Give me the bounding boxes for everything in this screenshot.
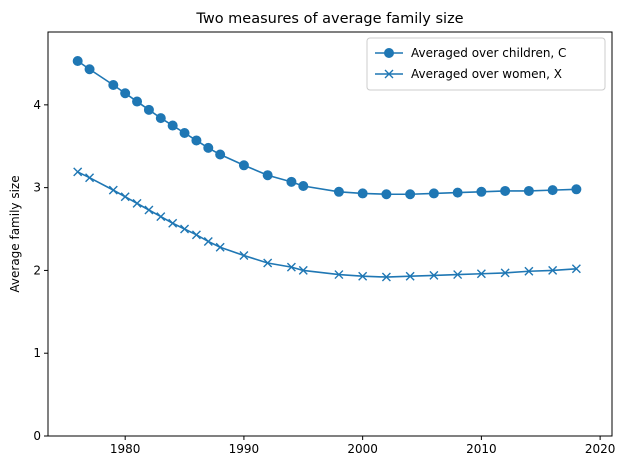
x-tick-label: 1980 xyxy=(110,442,141,456)
x-tick-label: 2010 xyxy=(466,442,497,456)
legend: Averaged over children, C Averaged over w… xyxy=(366,37,606,91)
data-point xyxy=(286,262,296,272)
data-point xyxy=(298,180,309,191)
legend-label: Averaged over women, X xyxy=(411,67,562,81)
data-point xyxy=(500,268,510,278)
y-tick-label: 4 xyxy=(33,98,41,112)
data-point xyxy=(215,149,226,160)
data-point xyxy=(571,264,581,274)
data-point xyxy=(120,192,130,202)
data-point xyxy=(239,251,249,261)
data-point xyxy=(238,160,249,171)
data-point xyxy=(405,271,415,281)
data-point xyxy=(132,198,142,208)
data-point xyxy=(180,224,190,234)
data-point xyxy=(167,120,178,131)
y-tick-label: 0 xyxy=(33,429,41,443)
data-point xyxy=(191,135,202,146)
data-point xyxy=(429,270,439,280)
series-layer xyxy=(72,55,582,282)
data-point xyxy=(143,104,154,115)
data-point xyxy=(144,205,154,215)
data-point xyxy=(500,185,511,196)
x-tick-label: 2020 xyxy=(585,442,616,456)
data-point xyxy=(476,269,486,279)
legend-marker xyxy=(384,48,394,58)
data-point xyxy=(381,272,391,282)
data-point xyxy=(73,167,83,177)
data-point xyxy=(476,186,487,197)
data-point xyxy=(132,96,143,107)
y-axis-label: Average family size xyxy=(8,175,22,292)
data-point xyxy=(571,184,582,195)
data-point xyxy=(203,236,213,246)
data-point xyxy=(156,212,166,222)
data-point xyxy=(381,189,392,200)
series-women xyxy=(73,167,581,282)
data-point xyxy=(357,188,368,199)
data-point xyxy=(452,187,463,198)
legend-box xyxy=(366,37,606,91)
data-point xyxy=(333,186,344,197)
data-point xyxy=(108,185,118,195)
legend-label: Averaged over children, C xyxy=(411,46,566,60)
data-point xyxy=(155,113,166,124)
data-point xyxy=(72,55,83,66)
data-point xyxy=(524,266,534,276)
data-point xyxy=(286,176,297,187)
data-point xyxy=(168,218,178,228)
legend-item: Averaged over children, C xyxy=(375,46,566,60)
chart-title: Two measures of average family size xyxy=(195,11,463,27)
data-point xyxy=(548,265,558,275)
data-point xyxy=(84,64,95,75)
data-point xyxy=(405,189,416,200)
data-point xyxy=(262,170,273,181)
plot-frame xyxy=(47,31,613,437)
x-tick-label: 2000 xyxy=(347,442,378,456)
y-tick-label: 1 xyxy=(33,346,41,360)
data-point xyxy=(179,128,190,138)
x-tick-label: 1990 xyxy=(229,442,260,456)
series-children xyxy=(72,55,582,200)
y-tick-label: 2 xyxy=(33,263,41,277)
axis-ticks: 1980 1990 2000 2010 2020 0 1 2 3 4 xyxy=(33,98,615,456)
data-point xyxy=(85,173,95,183)
data-point xyxy=(523,185,534,196)
legend-marker xyxy=(384,69,394,79)
legend-item: Averaged over women, X xyxy=(375,67,562,81)
data-point xyxy=(453,270,463,280)
data-point xyxy=(108,79,119,90)
data-point xyxy=(298,265,308,275)
data-point xyxy=(547,185,558,196)
y-tick-label: 3 xyxy=(33,181,41,195)
data-point xyxy=(203,142,214,153)
data-point xyxy=(215,242,225,252)
data-point xyxy=(428,188,439,199)
data-point xyxy=(334,270,344,280)
data-point xyxy=(120,88,131,99)
data-point xyxy=(191,230,201,240)
data-point xyxy=(263,258,273,268)
data-point xyxy=(358,271,368,281)
